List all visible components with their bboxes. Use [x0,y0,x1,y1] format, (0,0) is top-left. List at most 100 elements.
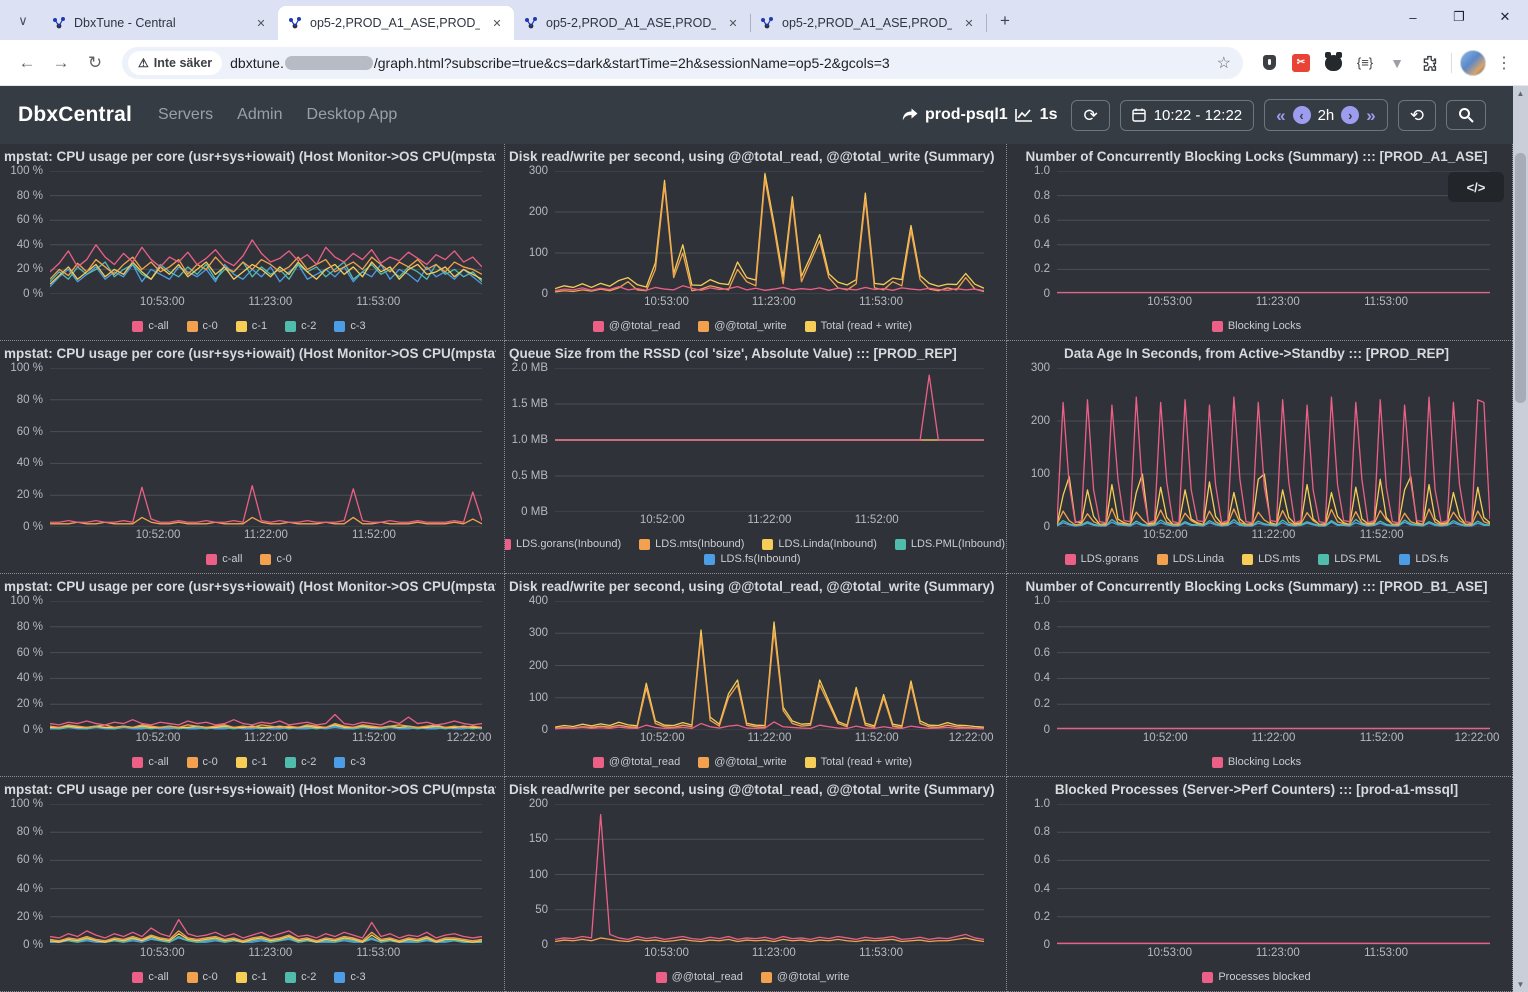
legend-label: c-all [222,553,242,565]
red-badge-extension-icon[interactable]: ✂ [1287,49,1315,77]
browser-menu-icon[interactable]: ⋮ [1490,49,1518,77]
y-tick-label: 200 [529,798,548,810]
page-scrollbar[interactable]: ▲ ▼ [1513,86,1528,992]
tab-close-icon[interactable]: ✕ [488,14,506,32]
profile-avatar[interactable] [1460,50,1486,76]
vue-devtools-extension-icon[interactable]: ▼ [1383,49,1411,77]
legend-item-c-all[interactable]: c-all [132,971,168,983]
browser-tab-4[interactable]: op5-2,PROD_A1_ASE,PROD_REF ✕ [750,6,986,40]
legend-item-@@total_write[interactable]: @@total_write [761,971,849,983]
scroll-up-icon[interactable]: ▲ [1513,86,1528,101]
legend-item-c-2[interactable]: c-2 [285,756,316,768]
legend-item-c-3[interactable]: c-3 [334,320,365,332]
tab-search-button[interactable]: ∨ [10,8,36,34]
legend-item-@@total_write[interactable]: @@total_write [698,320,786,332]
url-text[interactable]: dbxtune. /graph.html?subscribe=true&cs=d… [230,55,1205,71]
legend-label: c-0 [203,756,218,768]
legend-item-LDS.fs[interactable]: LDS.fs [1399,553,1448,565]
legend-label: c-3 [350,971,365,983]
legend-item-@@total_read[interactable]: @@total_read [656,971,743,983]
close-window-button[interactable]: ✕ [1482,0,1528,34]
brand-logo[interactable]: DbxCentral [18,103,132,127]
legend-item-c-0[interactable]: c-0 [187,320,218,332]
scrollbar-thumb[interactable] [1515,153,1526,403]
reload-button[interactable]: ↻ [80,48,110,78]
legend-item-Blocking Locks[interactable]: Blocking Locks [1212,320,1301,332]
browser-tab-2-active[interactable]: op5-2,PROD_A1_ASE,PROD_REF ✕ [278,6,514,40]
y-tick-label: 0.6 [1034,647,1050,659]
nav-item-servers[interactable]: Servers [158,106,213,124]
back-button[interactable]: ← [12,48,42,78]
bookmark-star-icon[interactable]: ☆ [1213,53,1235,73]
history-button[interactable]: ⟲ [1398,100,1436,131]
legend-swatch [236,972,247,983]
legend-item-Processes blocked[interactable]: Processes blocked [1202,971,1310,983]
tab-close-icon[interactable]: ✕ [252,14,270,32]
legend-swatch [895,539,906,550]
legend-item-c-1[interactable]: c-1 [236,971,267,983]
legend-item-c-0[interactable]: c-0 [260,553,291,565]
address-bar[interactable]: ⚠ Inte säker dbxtune. /graph.html?subscr… [122,47,1243,79]
legend-item-c-1[interactable]: c-1 [236,756,267,768]
legend-item-LDS.Linda(Inbound)[interactable]: LDS.Linda(Inbound) [762,538,876,550]
x-tick-label: 11:23:00 [248,296,292,308]
legend-item-Total (read + write)[interactable]: Total (read + write) [805,320,912,332]
legend-item-LDS.mts[interactable]: LDS.mts [1242,553,1300,565]
browser-tab-1[interactable]: DbxTune - Central ✕ [42,6,278,40]
legend-item-LDS.Linda[interactable]: LDS.Linda [1157,553,1224,565]
legend-item-c-0[interactable]: c-0 [187,971,218,983]
nav-item-desktop-app[interactable]: Desktop App [307,106,398,124]
browser-tab-3[interactable]: op5-2,PROD_A1_ASE,PROD_REF ✕ [514,6,750,40]
nav-item-admin[interactable]: Admin [237,106,282,124]
x-tick-label: 10:53:00 [1147,947,1192,959]
scroll-down-icon[interactable]: ▼ [1513,977,1528,992]
legend-item-@@total_write[interactable]: @@total_write [698,756,786,768]
legend-item-c-3[interactable]: c-3 [334,756,365,768]
legend-item-c-all[interactable]: c-all [132,320,168,332]
legend-item-Blocking Locks[interactable]: Blocking Locks [1212,756,1301,768]
step-forward-icon[interactable]: › [1341,106,1359,124]
legend-item-c-3[interactable]: c-3 [334,971,365,983]
json-braces-extension-icon[interactable]: {≡} [1351,49,1379,77]
legend-item-Total (read + write)[interactable]: Total (read + write) [805,756,912,768]
legend-swatch [593,321,604,332]
refresh-button[interactable]: ⟳ [1071,100,1109,131]
fast-forward-icon[interactable]: » [1366,107,1375,124]
legend-item-LDS.gorans[interactable]: LDS.gorans [1065,553,1139,565]
legend-item-c-2[interactable]: c-2 [285,320,316,332]
warning-icon: ⚠ [138,56,149,70]
tab-close-icon[interactable]: ✕ [724,14,742,32]
legend-item-c-all[interactable]: c-all [206,553,242,565]
legend-item-LDS.fs(Inbound)[interactable]: LDS.fs(Inbound) [704,553,800,565]
legend-item-@@total_read[interactable]: @@total_read [593,320,680,332]
new-tab-button[interactable]: + [992,8,1018,34]
legend-item-c-2[interactable]: c-2 [285,971,316,983]
extensions-puzzle-icon[interactable] [1415,49,1443,77]
time-range-button[interactable]: 10:22 - 12:22 [1120,100,1254,131]
legend-item-LDS.gorans(Inbound)[interactable]: LDS.gorans(Inbound) [505,538,621,550]
fast-backward-icon[interactable]: « [1276,107,1285,124]
step-back-icon[interactable]: ‹ [1293,106,1311,124]
server-name: prod-psql1 [925,106,1008,124]
legend-item-c-1[interactable]: c-1 [236,320,267,332]
maximize-button[interactable]: ❐ [1436,0,1482,34]
legend-item-c-0[interactable]: c-0 [187,756,218,768]
y-tick-label: 200 [1031,415,1050,427]
forward-button[interactable]: → [46,48,76,78]
shield-extension-icon[interactable] [1255,49,1283,77]
minimize-button[interactable]: – [1390,0,1436,34]
tab-close-icon[interactable]: ✕ [960,14,978,32]
legend-label: LDS.Linda(Inbound) [778,538,876,550]
legend-item-LDS.PML[interactable]: LDS.PML [1318,553,1381,565]
security-chip[interactable]: ⚠ Inte säker [128,51,222,75]
active-server-indicator[interactable]: prod-psql1 1s [902,106,1057,124]
legend-label: c-2 [301,320,316,332]
search-button[interactable] [1446,100,1486,130]
legend-item-LDS.PML(Inbound)[interactable]: LDS.PML(Inbound) [895,538,1005,550]
code-view-button[interactable]: </> [1448,172,1504,202]
chart-legend: Processes blocked [1009,964,1504,989]
github-extension-icon[interactable] [1319,49,1347,77]
legend-item-LDS.mts(Inbound)[interactable]: LDS.mts(Inbound) [639,538,744,550]
legend-item-@@total_read[interactable]: @@total_read [593,756,680,768]
legend-item-c-all[interactable]: c-all [132,756,168,768]
